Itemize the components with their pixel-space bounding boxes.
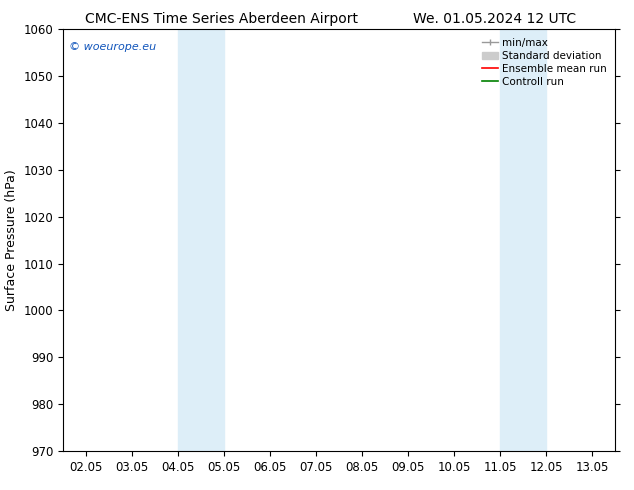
Text: © woeurope.eu: © woeurope.eu — [69, 42, 156, 52]
Bar — [178, 29, 224, 451]
Bar — [500, 29, 546, 451]
Legend: min/max, Standard deviation, Ensemble mean run, Controll run: min/max, Standard deviation, Ensemble me… — [479, 35, 610, 90]
Text: We. 01.05.2024 12 UTC: We. 01.05.2024 12 UTC — [413, 12, 576, 26]
Text: CMC-ENS Time Series Aberdeen Airport: CMC-ENS Time Series Aberdeen Airport — [86, 12, 358, 26]
Y-axis label: Surface Pressure (hPa): Surface Pressure (hPa) — [5, 169, 18, 311]
